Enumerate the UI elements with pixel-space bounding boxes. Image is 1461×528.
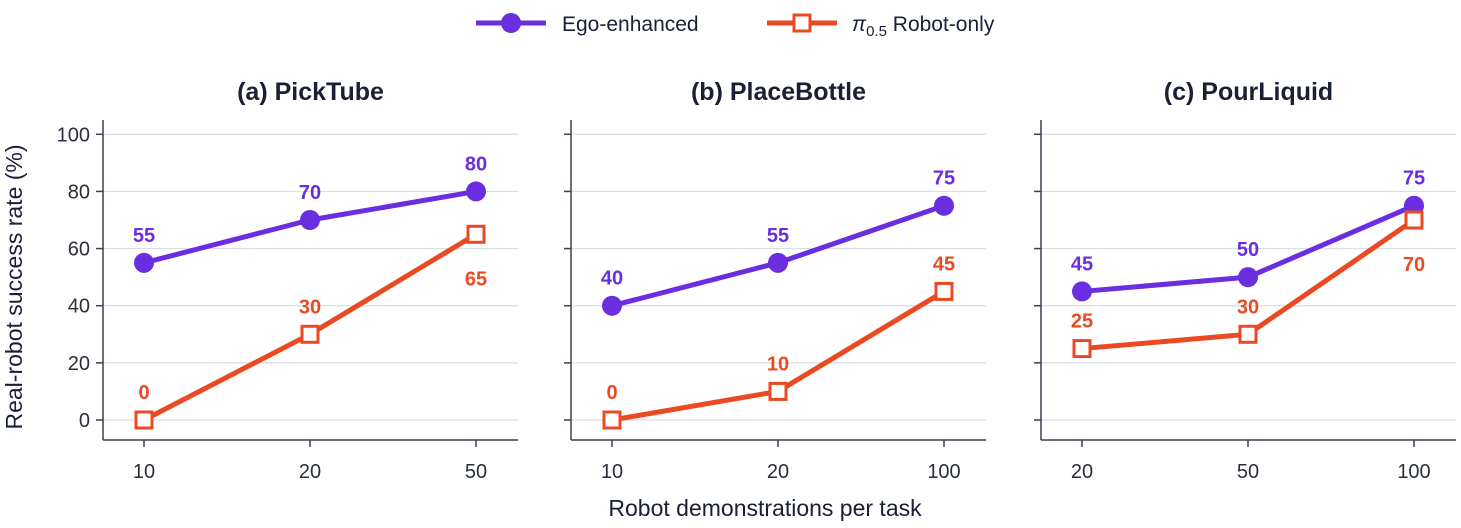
robot-point <box>1238 324 1258 344</box>
x-tick-label: 20 <box>767 461 789 483</box>
robot-point <box>768 381 788 401</box>
panel-1: 0 20 40 60 80 100 10 20 50 (a) PickTube 55 70 80 0 30 6… <box>57 78 518 483</box>
robot-data-label: 65 <box>465 268 487 290</box>
x-axis-label: Robot demonstrations per task <box>608 495 922 521</box>
y-tick-label: 100 <box>57 124 90 146</box>
ego-data-label: 50 <box>1237 239 1259 261</box>
x-tick-label: 50 <box>1237 461 1259 483</box>
x-tick-label: 50 <box>465 461 487 483</box>
ego-point <box>602 295 622 316</box>
robot-point <box>466 224 486 244</box>
ego-data-label: 55 <box>767 225 789 247</box>
y-tick-label: 40 <box>68 296 90 318</box>
robot-point <box>602 410 622 430</box>
legend: Ego-enhanced π0.5 Robot-only <box>476 13 995 40</box>
legend-ego-marker <box>501 13 521 33</box>
robot-data-label: 25 <box>1071 311 1093 333</box>
ego-point <box>300 210 320 230</box>
robot-point <box>300 324 320 344</box>
panel-3: 20 50 100 (c) PourLiquid 45 50 75 25 30 70 <box>1034 78 1456 483</box>
y-axis-label: Real-robot success rate (%) <box>1 144 27 429</box>
ego-point <box>768 252 788 273</box>
ego-point <box>934 195 954 216</box>
robot-data-label: 0 <box>606 382 617 404</box>
ego-data-label: 80 <box>465 153 487 175</box>
panel-title: (b) PlaceBottle <box>691 78 866 106</box>
y-tick-label: 0 <box>79 410 90 432</box>
y-tick-label: 20 <box>68 353 90 375</box>
y-tick-label: 60 <box>68 239 90 261</box>
x-tick-label: 100 <box>927 461 960 483</box>
ego-point <box>466 181 486 202</box>
ego-data-label: 55 <box>133 225 155 247</box>
robot-point <box>134 410 154 430</box>
ego-data-label: 75 <box>933 168 955 190</box>
x-tick-label: 100 <box>1397 461 1430 483</box>
x-tick-label: 10 <box>601 461 623 483</box>
y-tick-label: 80 <box>68 181 90 203</box>
robot-data-label: 30 <box>1237 296 1259 318</box>
robot-data-label: 45 <box>933 253 955 275</box>
robot-data-label: 0 <box>138 382 149 404</box>
legend-robot-subscript: 0.5 <box>866 23 887 40</box>
ego-point <box>1072 281 1092 302</box>
ego-data-label: 75 <box>1403 168 1425 190</box>
ego-point <box>1238 267 1258 288</box>
ego-data-label: 40 <box>601 268 623 290</box>
ego-data-label: 45 <box>1071 253 1093 275</box>
x-tick-label: 20 <box>299 461 321 483</box>
robot-point <box>934 281 954 301</box>
robot-data-label: 70 <box>1403 254 1425 276</box>
x-tick-label: 10 <box>133 461 155 483</box>
ego-point <box>134 252 154 273</box>
panel-2: 10 20 100 (b) PlaceBottle 40 55 75 0 10 45 <box>564 78 986 483</box>
ego-data-label: 70 <box>299 182 321 204</box>
panel-title: (c) PourLiquid <box>1164 78 1333 106</box>
robot-data-label: 30 <box>299 296 321 318</box>
legend-robot-marker <box>792 13 812 33</box>
legend-robot-symbol: π <box>852 13 867 36</box>
panel-title: (a) PickTube <box>237 78 384 106</box>
legend-robot-label: π0.5 Robot-only <box>852 13 995 40</box>
x-tick-label: 20 <box>1071 461 1093 483</box>
robot-point <box>1072 339 1092 359</box>
robot-data-label: 10 <box>767 353 789 375</box>
robot-point <box>1404 210 1424 230</box>
legend-robot-text: Robot-only <box>887 13 995 36</box>
legend-ego-label: Ego-enhanced <box>562 13 699 36</box>
